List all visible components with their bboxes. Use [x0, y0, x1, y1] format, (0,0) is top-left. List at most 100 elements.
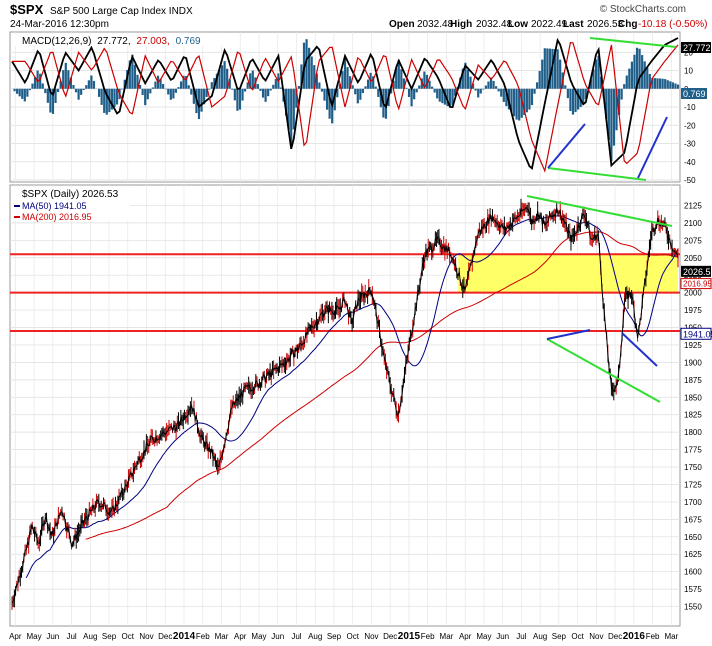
price-y-tick-label: 1900 — [684, 358, 702, 367]
macd-top-trendline — [589, 37, 677, 48]
macd-y-tick-label: 10 — [684, 67, 693, 76]
price-top-trendline — [526, 195, 673, 227]
price-legend-title: $SPX (Daily) 2026.53 — [22, 189, 119, 200]
price-y-tick-label: 1625 — [684, 550, 702, 559]
price-y-tick-label: 1550 — [684, 603, 702, 612]
last-badge-bg — [681, 265, 711, 277]
signal-line — [12, 42, 679, 173]
price-frame — [9, 184, 681, 627]
x-tick-label: Nov — [364, 632, 378, 641]
x-tick-label: Aug — [83, 632, 97, 641]
price-y-tick-label: 1875 — [684, 376, 702, 385]
price-y-tick-label: 2125 — [684, 201, 702, 210]
macd-y-tick-label: -40 — [684, 158, 696, 167]
x-tick-label: Feb — [421, 632, 435, 641]
x-tick-label: Mar — [215, 632, 229, 641]
price-y-tick-label: 1975 — [684, 306, 702, 315]
x-tick-label: Aug — [533, 632, 547, 641]
x-tick-label: 2015 — [398, 631, 421, 642]
high-value: 2032.48 — [476, 19, 513, 30]
price-y-tick-label: 1800 — [684, 428, 702, 437]
x-tick-label: Mar — [440, 632, 454, 641]
ma200-legend: MA(200) 2016.95 — [22, 212, 92, 222]
symbol: $SPX — [10, 2, 44, 17]
chg-label: Chg — [618, 19, 637, 30]
x-tick-label: Jun — [271, 632, 284, 641]
x-tick-label: May — [27, 632, 42, 641]
macd-line — [11, 37, 679, 170]
x-tick-label: 2016 — [623, 631, 646, 642]
price-blue-line-1 — [546, 329, 591, 340]
macd-panel: 20100-10-20-30-40-50 MACD(12,26,9) 27.77… — [9, 31, 711, 185]
price-y-tick-label: 1825 — [684, 411, 702, 420]
price-y-tick-label: 1650 — [684, 533, 702, 542]
x-tick-label: Apr — [9, 632, 22, 641]
price-y-tick-label: 1725 — [684, 480, 702, 489]
macd-badge-bg — [681, 42, 711, 53]
macd-legend-bg — [12, 34, 238, 46]
low-label: Low — [508, 19, 528, 30]
open-value: 2032.48 — [417, 19, 454, 30]
x-tick-label: Oct — [346, 632, 359, 641]
price-y-tick-label: 1700 — [684, 498, 702, 507]
chg-value: -10.18 (-0.50%) — [638, 19, 707, 30]
brand: © StockCharts.com — [600, 4, 686, 15]
x-tick-label: 2014 — [173, 631, 196, 642]
price-panel: 1550 1575 1600 1625 1650 1675 1700 1725 1750 1775… — [9, 184, 712, 642]
price-y-tick-label: 1775 — [684, 446, 702, 455]
x-tick-label: Oct — [122, 632, 135, 641]
price-y-tick-label: 1600 — [684, 568, 702, 577]
ma50-line — [25, 215, 679, 579]
x-tick-label: Feb — [646, 632, 660, 641]
x-tick-label: Nov — [139, 632, 153, 641]
datetime: 24-Mar-2016 12:30pm — [10, 19, 109, 30]
x-tick-label: Dec — [383, 632, 397, 641]
x-tick-label: Aug — [308, 632, 322, 641]
ma200-badge: 2016.95 — [683, 280, 712, 289]
macd-blue-line-2 — [637, 116, 668, 179]
price-y-tick-label: 1750 — [684, 463, 702, 472]
low-value: 2022.49 — [531, 19, 568, 30]
price-y-tick-label: 1850 — [684, 393, 702, 402]
quote-line: Open 2032.48 High 2032.48 Low 2022.49 La… — [389, 19, 707, 30]
x-tick-label: Jun — [46, 632, 59, 641]
x-tick-label: Dec — [608, 632, 622, 641]
x-tick-label: Jun — [496, 632, 509, 641]
ma200-badge-bg — [680, 278, 712, 290]
price-y-tick-label: 2100 — [684, 219, 702, 228]
x-tick-label: Oct — [571, 632, 584, 641]
x-tick-label: Jul — [66, 632, 76, 641]
last-label: Last — [563, 19, 584, 30]
x-tick-label: Sep — [552, 632, 567, 641]
x-tick-label: Apr — [234, 632, 247, 641]
x-tick-label: Jul — [516, 632, 526, 641]
macd-y-ticks: 20100-10-20-30-40-50 — [684, 48, 696, 185]
macd-bottom-trendline — [547, 167, 647, 181]
price-y-tick-label: 2075 — [684, 236, 702, 245]
price-y-tick-label: 1925 — [684, 341, 702, 350]
price-line — [11, 206, 679, 604]
macd-y-tick-label: -50 — [684, 176, 696, 185]
x-tick-label: Dec — [158, 632, 172, 641]
macd-badge: 27.772 — [683, 43, 711, 53]
x-tick-label: May — [251, 632, 266, 641]
x-tick-label: Sep — [327, 632, 342, 641]
open-label: Open — [389, 19, 415, 30]
macd-y-tick-label: -20 — [684, 121, 696, 130]
x-tick-label: Apr — [459, 632, 472, 641]
price-y-tick-label: 1575 — [684, 585, 702, 594]
price-bottom-trendline — [546, 338, 661, 403]
high-label: High — [450, 19, 472, 30]
macd-legend: MACD(12,26,9) 27.772, 27.003, 0.769 — [22, 36, 201, 47]
macd-blue-line-1 — [547, 123, 586, 169]
macd-hist-badge: 0.769 — [683, 89, 706, 99]
last-badge: 2026.53 — [683, 267, 712, 277]
x-tick-label: Feb — [196, 632, 210, 641]
ma50-badge-bg — [680, 327, 712, 340]
price-y-tick-label: 1675 — [684, 515, 702, 524]
x-tick-label: May — [476, 632, 491, 641]
price-y-ticks: 1550 1575 1600 1625 1650 1675 1700 1725 1750 1775… — [684, 201, 702, 611]
price-legend-bg — [12, 187, 130, 221]
ma50-badge: 1941.05 — [683, 329, 712, 339]
